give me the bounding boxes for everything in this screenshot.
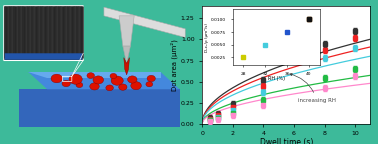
- FancyBboxPatch shape: [4, 6, 83, 60]
- Circle shape: [106, 85, 113, 91]
- Circle shape: [110, 73, 117, 79]
- Circle shape: [131, 82, 141, 90]
- Circle shape: [69, 74, 82, 84]
- Polygon shape: [28, 72, 180, 89]
- Text: increasing RH: increasing RH: [290, 73, 336, 103]
- Circle shape: [147, 75, 155, 82]
- Circle shape: [111, 76, 123, 85]
- Circle shape: [76, 82, 83, 88]
- X-axis label: Dwell time (s): Dwell time (s): [260, 138, 313, 144]
- Polygon shape: [124, 58, 129, 75]
- Circle shape: [87, 73, 94, 78]
- Circle shape: [62, 80, 70, 87]
- Polygon shape: [104, 7, 185, 37]
- Circle shape: [128, 76, 137, 83]
- Polygon shape: [123, 46, 130, 63]
- Y-axis label: Dot area (μm²): Dot area (μm²): [170, 39, 178, 91]
- Circle shape: [90, 83, 99, 90]
- Polygon shape: [19, 89, 180, 127]
- Polygon shape: [119, 16, 134, 46]
- Circle shape: [119, 84, 127, 90]
- Circle shape: [93, 76, 104, 84]
- FancyBboxPatch shape: [5, 53, 82, 60]
- Circle shape: [51, 74, 62, 83]
- Polygon shape: [28, 72, 161, 78]
- Circle shape: [146, 82, 153, 87]
